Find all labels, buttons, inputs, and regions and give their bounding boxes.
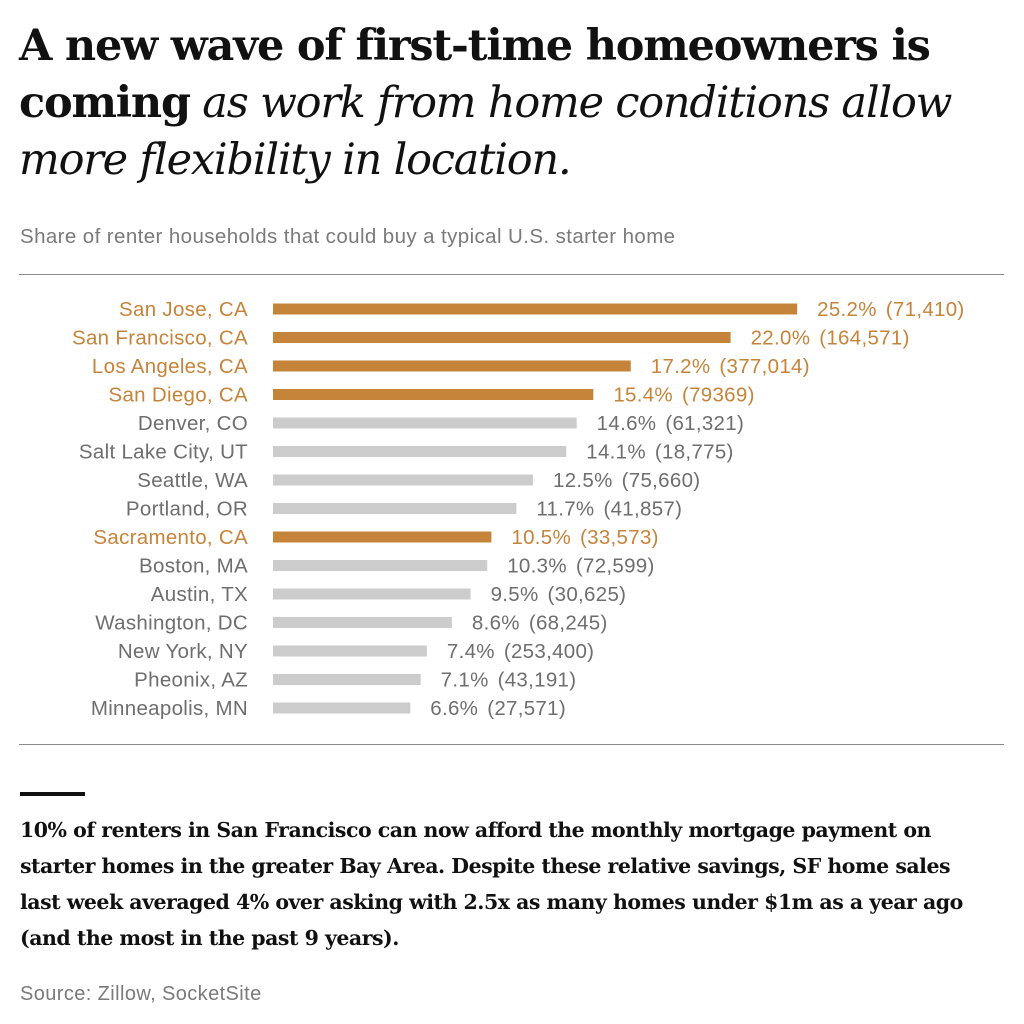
category-label: San Diego, CA (108, 384, 248, 407)
value-label: 14.1% (18,775) (586, 441, 733, 464)
bar (273, 360, 631, 372)
bar (273, 588, 471, 600)
bar (273, 645, 427, 657)
category-label: Denver, CO (138, 412, 248, 435)
value-label: 14.6% (61,321) (597, 412, 744, 435)
percent-label: 15.4% (613, 384, 673, 407)
category-label: Seattle, WA (137, 469, 248, 492)
bar-chart: San Jose, CA 25.2% (71,410) San Francisco, … (72, 298, 964, 720)
category-label: San Francisco, CA (72, 327, 248, 350)
category-label: Portland, OR (126, 498, 248, 521)
bar (273, 503, 517, 514)
top-divider (19, 274, 1004, 275)
value-label: 7.4% (253,400) (447, 640, 594, 663)
percent-label: 11.7% (536, 498, 594, 521)
count-label: (164,571) (819, 327, 909, 350)
percent-label: 14.6% (597, 412, 657, 435)
bar (273, 474, 533, 486)
value-label: 22.0% (164,571) (751, 327, 910, 350)
percent-label: 14.1% (586, 441, 646, 464)
count-label: (41,857) (603, 498, 682, 521)
percent-label: 9.5% (491, 583, 539, 606)
percent-label: 25.2% (817, 298, 877, 321)
category-label: San Jose, CA (119, 298, 248, 321)
bar (273, 332, 731, 343)
value-label: 10.5% (33,573) (511, 526, 658, 549)
bar (273, 674, 421, 685)
category-label: Boston, MA (139, 555, 248, 578)
percent-label: 7.4% (447, 640, 495, 663)
value-label: 8.6% (68,245) (472, 612, 608, 635)
category-label: Washington, DC (95, 612, 248, 635)
value-label: 25.2% (71,410) (817, 298, 964, 321)
body-text: 10% of renters in San Francisco can now … (20, 818, 963, 950)
count-label: (68,245) (529, 612, 608, 635)
headline: A new wave of first-time homeowners is c… (19, 18, 1019, 189)
percent-label: 6.6% (430, 697, 478, 720)
count-label: (377,014) (719, 355, 809, 378)
value-label: 10.3% (72,599) (507, 555, 654, 578)
percent-label: 10.5% (511, 526, 571, 549)
percent-label: 7.1% (441, 669, 489, 692)
value-label: 15.4% (79369) (613, 384, 754, 407)
category-label: Los Angeles, CA (92, 355, 248, 378)
category-label: Minneapolis, MN (91, 697, 248, 720)
count-label: (72,599) (576, 555, 655, 578)
headline-bold: A new wave of first-time homeowners is c… (19, 21, 931, 128)
bar (273, 389, 594, 400)
value-label: 9.5% (30,625) (491, 583, 627, 606)
category-label: Salt Lake City, UT (79, 441, 248, 464)
bar (273, 531, 492, 543)
bar (273, 303, 798, 315)
count-label: (43,191) (498, 669, 577, 692)
count-label: (18,775) (655, 441, 734, 464)
percent-label: 12.5% (553, 469, 613, 492)
count-label: (27,571) (487, 697, 566, 720)
count-label: (30,625) (548, 583, 627, 606)
category-label: Sacramento, CA (93, 526, 248, 549)
value-label: 17.2% (377,014) (651, 355, 810, 378)
bar (273, 446, 567, 457)
chart-title: Share of renter households that could bu… (20, 225, 676, 248)
value-label: 6.6% (27,571) (430, 697, 566, 720)
value-label: 11.7% (41,857) (536, 498, 682, 521)
count-label: (79369) (682, 384, 755, 407)
source-note: Source: Zillow, SocketSite (20, 983, 262, 1005)
percent-label: 17.2% (651, 355, 711, 378)
count-label: (71,410) (886, 298, 965, 321)
percent-label: 8.6% (472, 612, 520, 635)
category-label: Austin, TX (151, 583, 248, 606)
bar (273, 417, 577, 429)
category-label: New York, NY (118, 640, 248, 663)
count-label: (61,321) (665, 412, 744, 435)
bottom-divider (19, 744, 1004, 745)
percent-label: 10.3% (507, 555, 567, 578)
bar (273, 702, 411, 714)
percent-label: 22.0% (751, 327, 811, 350)
category-label: Pheonix, AZ (134, 669, 248, 692)
count-label: (75,660) (622, 469, 701, 492)
bar (273, 560, 488, 571)
count-label: (33,573) (580, 526, 659, 549)
accent-rule (20, 792, 85, 796)
count-label: (253,400) (504, 640, 594, 663)
value-label: 12.5% (75,660) (553, 469, 700, 492)
headline-italic: as work from home conditions allow more … (19, 78, 952, 185)
value-label: 7.1% (43,191) (441, 669, 577, 692)
bar (273, 617, 452, 628)
